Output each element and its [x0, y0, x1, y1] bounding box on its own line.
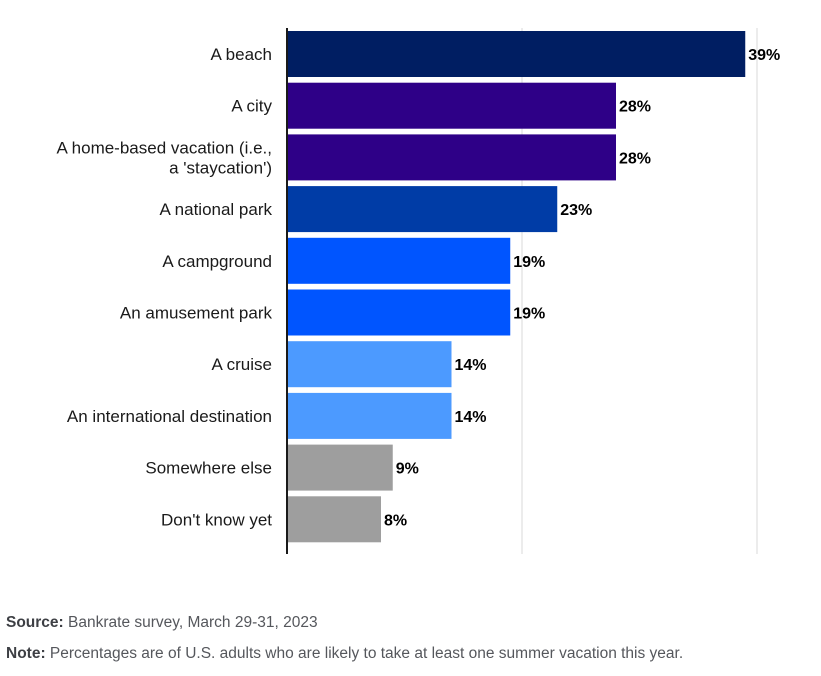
- bar: [287, 134, 616, 181]
- value-label: 19%: [513, 306, 545, 323]
- methodology-note: Note: Percentages are of U.S. adults who…: [6, 645, 683, 663]
- category-label: A national park: [160, 200, 273, 219]
- value-label: 9%: [396, 461, 419, 478]
- bar-chart: A beach A city A home-based vacation (i.e.…: [57, 28, 780, 554]
- category-label: Somewhere else: [145, 459, 272, 478]
- category-label-line: A cruise: [212, 355, 272, 374]
- category-label: A city: [231, 97, 272, 116]
- category-label-line: a 'staycation'): [169, 158, 272, 177]
- bar: [287, 496, 381, 543]
- category-label-line: A campground: [162, 252, 272, 271]
- category-label-line: Don't know yet: [161, 510, 272, 529]
- bar: [287, 444, 393, 491]
- category-label-line: An international destination: [67, 407, 272, 426]
- category-label: A home-based vacation (i.e., a 'staycatio…: [57, 138, 272, 177]
- category-label-line: A beach: [211, 45, 272, 64]
- category-label: A campground: [162, 252, 272, 271]
- category-label-line: Somewhere else: [145, 459, 272, 478]
- category-label: A cruise: [212, 355, 272, 374]
- category-label: Don't know yet: [161, 510, 272, 529]
- value-label: 8%: [384, 512, 407, 529]
- value-label: 19%: [513, 254, 545, 271]
- value-label: 23%: [560, 202, 592, 219]
- source-text: Bankrate survey, March 29-31, 2023: [63, 614, 318, 631]
- value-label: 14%: [455, 409, 487, 426]
- bar: [287, 392, 452, 439]
- bar: [287, 341, 452, 388]
- category-label: An amusement park: [120, 304, 273, 323]
- bars: [287, 31, 746, 543]
- note-label: Note:: [6, 645, 46, 662]
- note-text: Percentages are of U.S. adults who are l…: [45, 645, 684, 662]
- bar: [287, 289, 511, 336]
- bar: [287, 237, 511, 284]
- category-label-line: A home-based vacation (i.e.,: [57, 138, 272, 157]
- source-label: Source:: [6, 614, 64, 631]
- value-label: 14%: [455, 357, 487, 374]
- category-label-line: An amusement park: [120, 304, 273, 323]
- category-labels: A beach A city A home-based vacation (i.e.…: [57, 45, 273, 529]
- category-label-line: A city: [231, 97, 272, 116]
- bar: [287, 31, 746, 77]
- category-label-line: A national park: [160, 200, 273, 219]
- value-label: 39%: [748, 47, 780, 64]
- category-label: An international destination: [67, 407, 272, 426]
- bar: [287, 82, 616, 129]
- category-label: A beach: [211, 45, 272, 64]
- source-note: Source: Bankrate survey, March 29-31, 20…: [6, 614, 318, 632]
- value-label: 28%: [619, 150, 651, 167]
- value-labels: 39% 28% 28% 23% 19% 19% 14% 14% 9% 8%: [384, 47, 780, 529]
- bar: [287, 186, 558, 233]
- value-label: 28%: [619, 99, 651, 116]
